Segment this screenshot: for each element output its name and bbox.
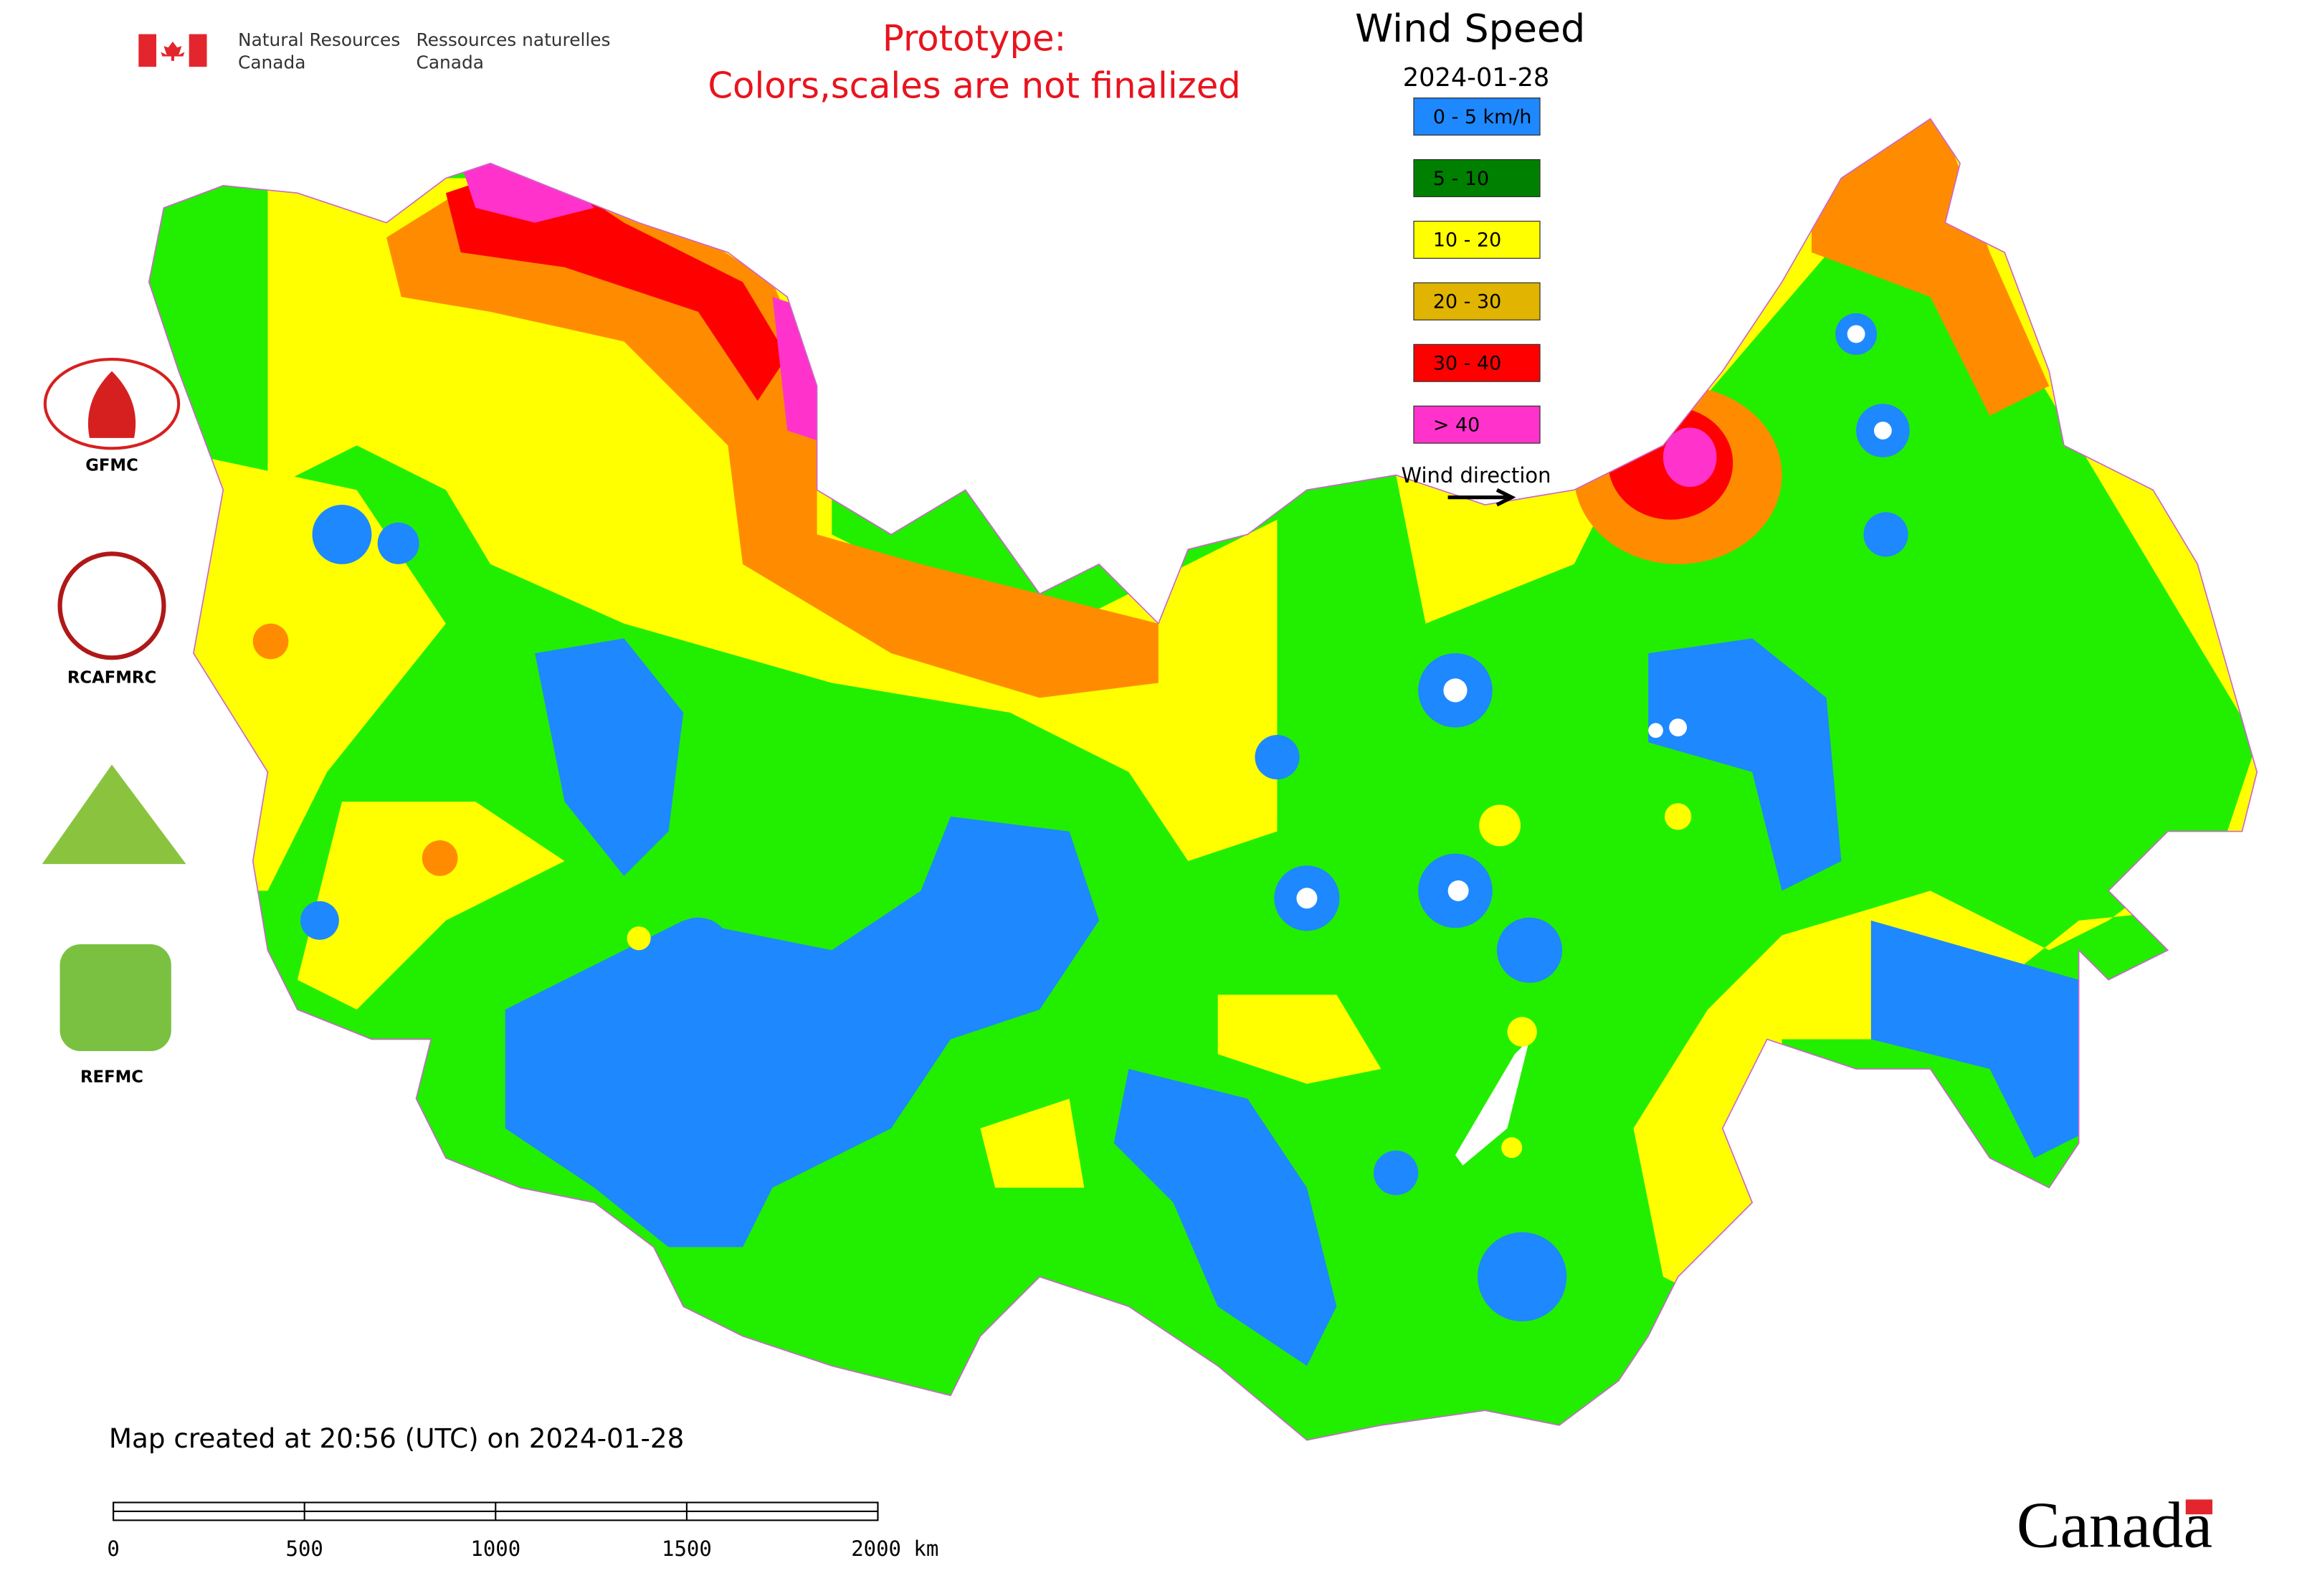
wordmark-flag xyxy=(2185,1499,2213,1515)
logo-reefmc xyxy=(42,764,186,865)
legend-swatch xyxy=(1413,282,1541,320)
legend-swatch xyxy=(1413,98,1541,136)
prototype-notice: Prototype: xyxy=(883,17,1066,59)
logo-flame xyxy=(87,371,136,438)
scale-label: 1000 xyxy=(470,1536,520,1561)
scale-label: 2000 km xyxy=(851,1536,938,1561)
zone-blue xyxy=(1870,920,2094,1159)
logo-gfmc xyxy=(43,358,181,450)
zone-orange xyxy=(386,163,1159,698)
logo-label: REFMC xyxy=(80,1068,143,1087)
zone-red xyxy=(445,163,788,402)
scale-bar: 0 500 1000 1500 2000 km xyxy=(107,1501,938,1561)
zone-orange xyxy=(1811,118,2050,416)
legend-label: 5 - 10 xyxy=(1433,168,1489,190)
prototype-notice: Colors,scales are not finalized xyxy=(708,65,1240,107)
org-name-en: Canada xyxy=(238,52,305,72)
legend-label: 30 - 40 xyxy=(1433,353,1501,375)
wind-direction-label: Wind direction xyxy=(1401,463,1551,488)
legend-swatch xyxy=(1413,405,1541,444)
zone-yellow xyxy=(1217,994,1381,1084)
logo-label: RCAFMRC xyxy=(67,669,156,688)
zone-magenta xyxy=(1663,427,1717,488)
logos: GFMC RCAFMRC REFMC xyxy=(42,358,186,1087)
scale-label: 500 xyxy=(286,1536,323,1561)
zone-yellow xyxy=(148,178,1278,862)
canada-wordmark: Canada xyxy=(2017,1489,2212,1562)
legend-label: 10 - 20 xyxy=(1433,229,1501,252)
canada-flag xyxy=(138,34,207,67)
legend-label: > 40 xyxy=(1433,414,1480,437)
lakes xyxy=(1296,325,1892,1166)
zone-yellow xyxy=(980,1098,1085,1188)
yellow-spots xyxy=(627,803,1692,1159)
logo-refmc xyxy=(60,944,171,1052)
legend-label: 20 - 30 xyxy=(1433,291,1501,313)
zone-yellow xyxy=(297,802,565,1010)
legend-title: Wind Speed xyxy=(1355,6,1585,51)
logo-label: GFMC xyxy=(85,456,138,475)
legend: Wind Speed 2024-01-28 Wind direction 0 -… xyxy=(1355,6,1585,507)
zone-blue xyxy=(1113,1068,1337,1367)
org-name-en: Natural Resources xyxy=(238,29,400,50)
zone-blue xyxy=(505,816,1100,1248)
legend-swatch xyxy=(1413,158,1541,197)
legend-swatch xyxy=(1413,220,1541,259)
legend-date: 2024-01-28 xyxy=(1403,63,1550,92)
creation-note: Map created at 20:56 (UTC) on 2024-01-28 xyxy=(109,1422,684,1454)
orange-spot xyxy=(422,840,458,876)
scale-label: 1500 xyxy=(662,1536,712,1561)
zone-blue xyxy=(535,638,684,876)
orange-spot xyxy=(252,623,289,660)
org-name-fr: Canada xyxy=(417,52,484,72)
logo-rcafmrc xyxy=(57,551,166,660)
org-name-fr: Ressources naturelles xyxy=(417,29,611,50)
legend-label: 0 - 5 km/h xyxy=(1433,106,1532,128)
legend-swatch xyxy=(1413,343,1541,382)
wind-arrow xyxy=(1447,488,1516,507)
scale-label: 0 xyxy=(107,1536,119,1561)
zone-blue xyxy=(1648,638,1842,891)
